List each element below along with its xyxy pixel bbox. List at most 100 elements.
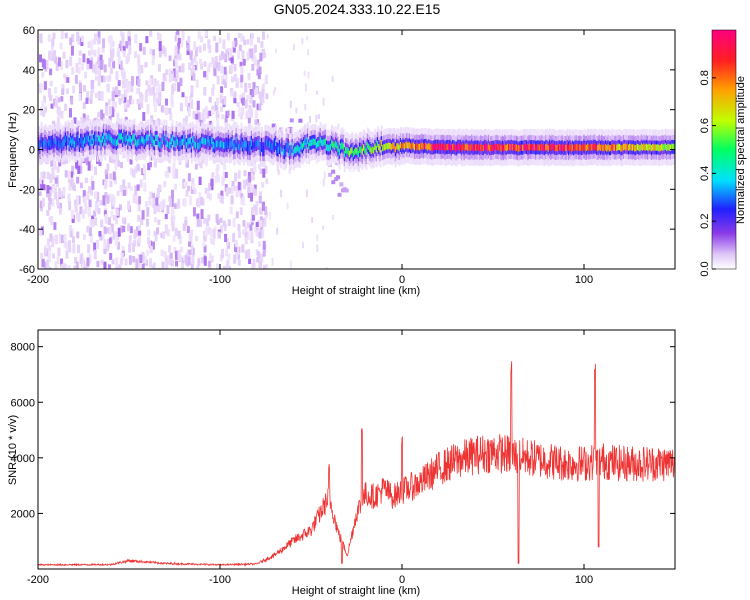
spectrogram-cell xyxy=(256,63,260,72)
spectrogram-x-label: Height of straight line (km) xyxy=(292,285,420,297)
spectrogram-cell xyxy=(186,48,190,56)
spectrogram-cell xyxy=(541,143,544,151)
spectrogram-cell xyxy=(222,171,226,181)
spectrogram-cell xyxy=(153,231,157,237)
spectrogram-cell xyxy=(631,144,634,151)
spectrogram-cell xyxy=(52,174,56,180)
spectrogram-cell xyxy=(97,31,101,38)
spectrogram-cell xyxy=(90,80,94,89)
spectrogram-cell xyxy=(390,144,393,151)
spectrogram-cell xyxy=(55,139,58,147)
spectrogram-cell xyxy=(392,142,395,149)
spectrogram-cell xyxy=(203,138,206,146)
spectrogram-cell xyxy=(137,71,141,82)
spectrogram-cell xyxy=(603,144,606,152)
spectrogram-cell xyxy=(357,150,360,158)
spectrogram-cell xyxy=(273,89,276,96)
spectrogram-cell xyxy=(245,94,249,102)
spectrogram-cell xyxy=(672,143,675,151)
spectrogram-cell xyxy=(122,50,126,57)
spectrogram-cell xyxy=(232,121,236,132)
spectrogram-cell xyxy=(217,231,221,239)
spectrogram-cell xyxy=(125,134,128,141)
spectrogram-cell xyxy=(122,79,126,89)
spectrogram-cell xyxy=(467,144,470,151)
spectrogram-cell xyxy=(608,145,611,152)
spectrogram-cell xyxy=(238,143,241,151)
spectrogram-cell xyxy=(142,46,146,55)
spectrogram-cell xyxy=(257,72,261,80)
colorbar-tick-label: 0.0 xyxy=(699,261,711,276)
spectrogram-cell xyxy=(213,68,217,76)
spectrogram-cell xyxy=(52,138,55,145)
spectrogram-cell xyxy=(154,216,158,223)
spectrogram-cell xyxy=(116,51,120,58)
spectrogram-cell xyxy=(45,191,49,198)
spectrogram-cell xyxy=(453,143,456,151)
spectrogram-cell xyxy=(588,144,591,151)
spectrogram-cell xyxy=(506,143,509,151)
spectrogram-cell xyxy=(161,137,164,144)
spectrogram-cell xyxy=(501,144,504,151)
spectrogram-cell xyxy=(183,197,187,207)
spectrogram-cell xyxy=(87,135,90,143)
spectrogram-cell xyxy=(260,141,263,149)
spectrogram-cell xyxy=(259,145,262,153)
spectrogram-cell xyxy=(191,183,195,190)
spectrogram-cell xyxy=(109,173,113,180)
spectrogram-cell xyxy=(332,141,335,148)
spectrogram-cell xyxy=(53,222,57,230)
spectrogram-cell xyxy=(123,102,127,109)
spectrogram-cell xyxy=(352,150,355,158)
spectrogram-cell xyxy=(662,144,665,151)
spectrogram-cell xyxy=(115,70,119,81)
spectrogram-cell xyxy=(67,170,71,180)
spectrogram-cell xyxy=(118,43,122,52)
spectrogram-cell xyxy=(432,144,435,151)
spectrogram-cell xyxy=(410,143,413,150)
spectrogram-cell xyxy=(198,141,201,149)
spectrogram-cell xyxy=(48,250,52,260)
spectrogram-cell xyxy=(176,45,180,55)
spectrogram-cell xyxy=(63,263,67,269)
spectrogram-cell xyxy=(181,260,185,269)
spectrogram-cell xyxy=(99,60,103,70)
spectrogram-cell xyxy=(43,106,47,113)
spectrogram-cell xyxy=(153,140,156,147)
spectrogram-cell xyxy=(57,247,61,256)
spectrogram-cell xyxy=(616,144,619,151)
spectrogram-cell xyxy=(288,168,291,174)
spectrogram-cell xyxy=(212,83,216,91)
spectrogram-cell xyxy=(133,51,137,59)
spectrogram-cell xyxy=(257,36,261,43)
spectrogram-cell xyxy=(106,227,110,234)
spectrogram-cell xyxy=(156,134,159,142)
spectrogram-cell xyxy=(254,87,258,95)
spectrogram-cell xyxy=(242,58,246,66)
spectrogram-cell xyxy=(57,57,61,67)
spectrogram-cell xyxy=(230,140,233,148)
spectrogram-cell xyxy=(248,258,252,264)
snr-y-tick-label: 6000 xyxy=(11,397,35,409)
spectrogram-cell xyxy=(151,136,154,143)
spectrogram-cell xyxy=(639,145,642,152)
spectrogram-cell xyxy=(273,141,276,149)
spectrogram-cell xyxy=(262,145,265,153)
spectrogram-cell xyxy=(111,138,114,145)
spectrogram-cell xyxy=(134,34,138,44)
spectrogram-cell xyxy=(632,143,635,151)
spectrogram-cell xyxy=(44,138,47,146)
spectrogram-cell xyxy=(252,100,256,108)
spectrogram-cell xyxy=(209,228,213,238)
spectrogram-cell xyxy=(454,145,457,152)
spectrogram-cell xyxy=(53,142,56,149)
spectrogram-cell xyxy=(231,110,235,119)
spectrogram-cell xyxy=(49,233,53,242)
spectrogram-cell xyxy=(79,182,83,189)
spectrogram-cell xyxy=(114,160,118,171)
spectrogram-cell xyxy=(54,177,58,184)
spectrogram-cell xyxy=(462,143,465,151)
spectrogram-cell xyxy=(57,202,61,209)
spectrogram-cell xyxy=(337,145,340,152)
spectrogram-cell xyxy=(67,135,70,142)
